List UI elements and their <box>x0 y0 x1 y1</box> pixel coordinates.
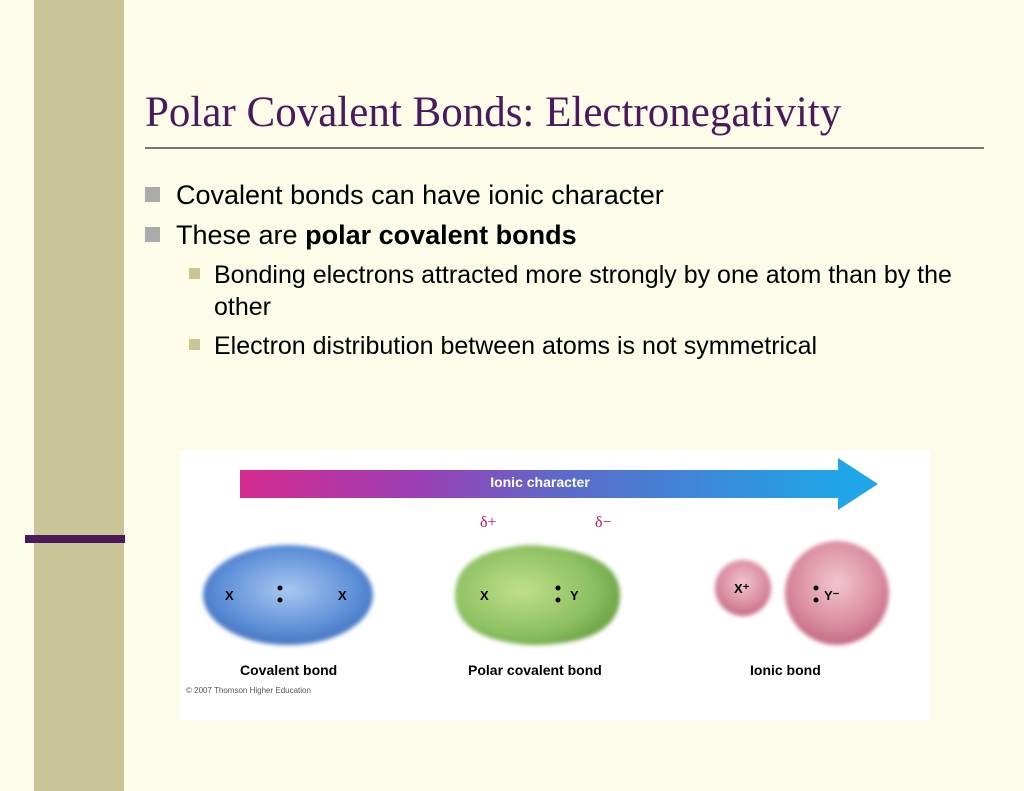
sub-bullet-list: Bonding electrons attracted more strongl… <box>189 259 984 363</box>
title-underline <box>145 147 984 149</box>
bond-svg: X X X Y X⁺ Y⁻ <box>180 450 930 720</box>
bullet-item: These are polar covalent bonds <box>145 219 984 253</box>
sidebar-accent <box>34 0 124 791</box>
sub-bullet-text: Bonding electrons attracted more strongl… <box>214 259 984 324</box>
bullet-list: Covalent bonds can have ionic character … <box>145 179 984 253</box>
bullet-item: Covalent bonds can have ionic character <box>145 179 984 213</box>
bullet-text: These are polar covalent bonds <box>176 219 577 253</box>
sub-bullet-item: Bonding electrons attracted more strongl… <box>189 259 984 324</box>
atom-label: Y <box>570 588 579 603</box>
bullet-icon <box>145 227 160 242</box>
atom-label: X⁺ <box>734 581 750 596</box>
bullet-text-bold: polar covalent bonds <box>305 220 577 250</box>
bullet-text: Covalent bonds can have ionic character <box>176 179 664 213</box>
atom-label: X <box>225 588 234 603</box>
atom-label: Y⁻ <box>824 588 840 603</box>
bullet-text-normal: These are <box>176 220 305 250</box>
slide-content: Polar Covalent Bonds: Electronegativity … <box>145 88 984 368</box>
bond-diagram: Ionic character δ+ δ− <box>180 450 930 720</box>
bond-type-label: Ionic bond <box>750 662 821 678</box>
accent-bar <box>25 535 125 543</box>
bond-type-label: Polar covalent bond <box>468 662 602 678</box>
bullet-icon <box>145 187 160 202</box>
sub-bullet-icon <box>189 339 200 350</box>
bond-type-label: Covalent bond <box>240 662 337 678</box>
slide-title: Polar Covalent Bonds: Electronegativity <box>145 88 984 137</box>
sub-bullet-text: Electron distribution between atoms is n… <box>214 330 817 363</box>
sub-bullet-item: Electron distribution between atoms is n… <box>189 330 984 363</box>
sub-bullet-icon <box>189 268 200 279</box>
copyright-text: © 2007 Thomson Higher Education <box>186 686 311 695</box>
atom-label: X <box>338 588 347 603</box>
atom-label: X <box>480 588 489 603</box>
